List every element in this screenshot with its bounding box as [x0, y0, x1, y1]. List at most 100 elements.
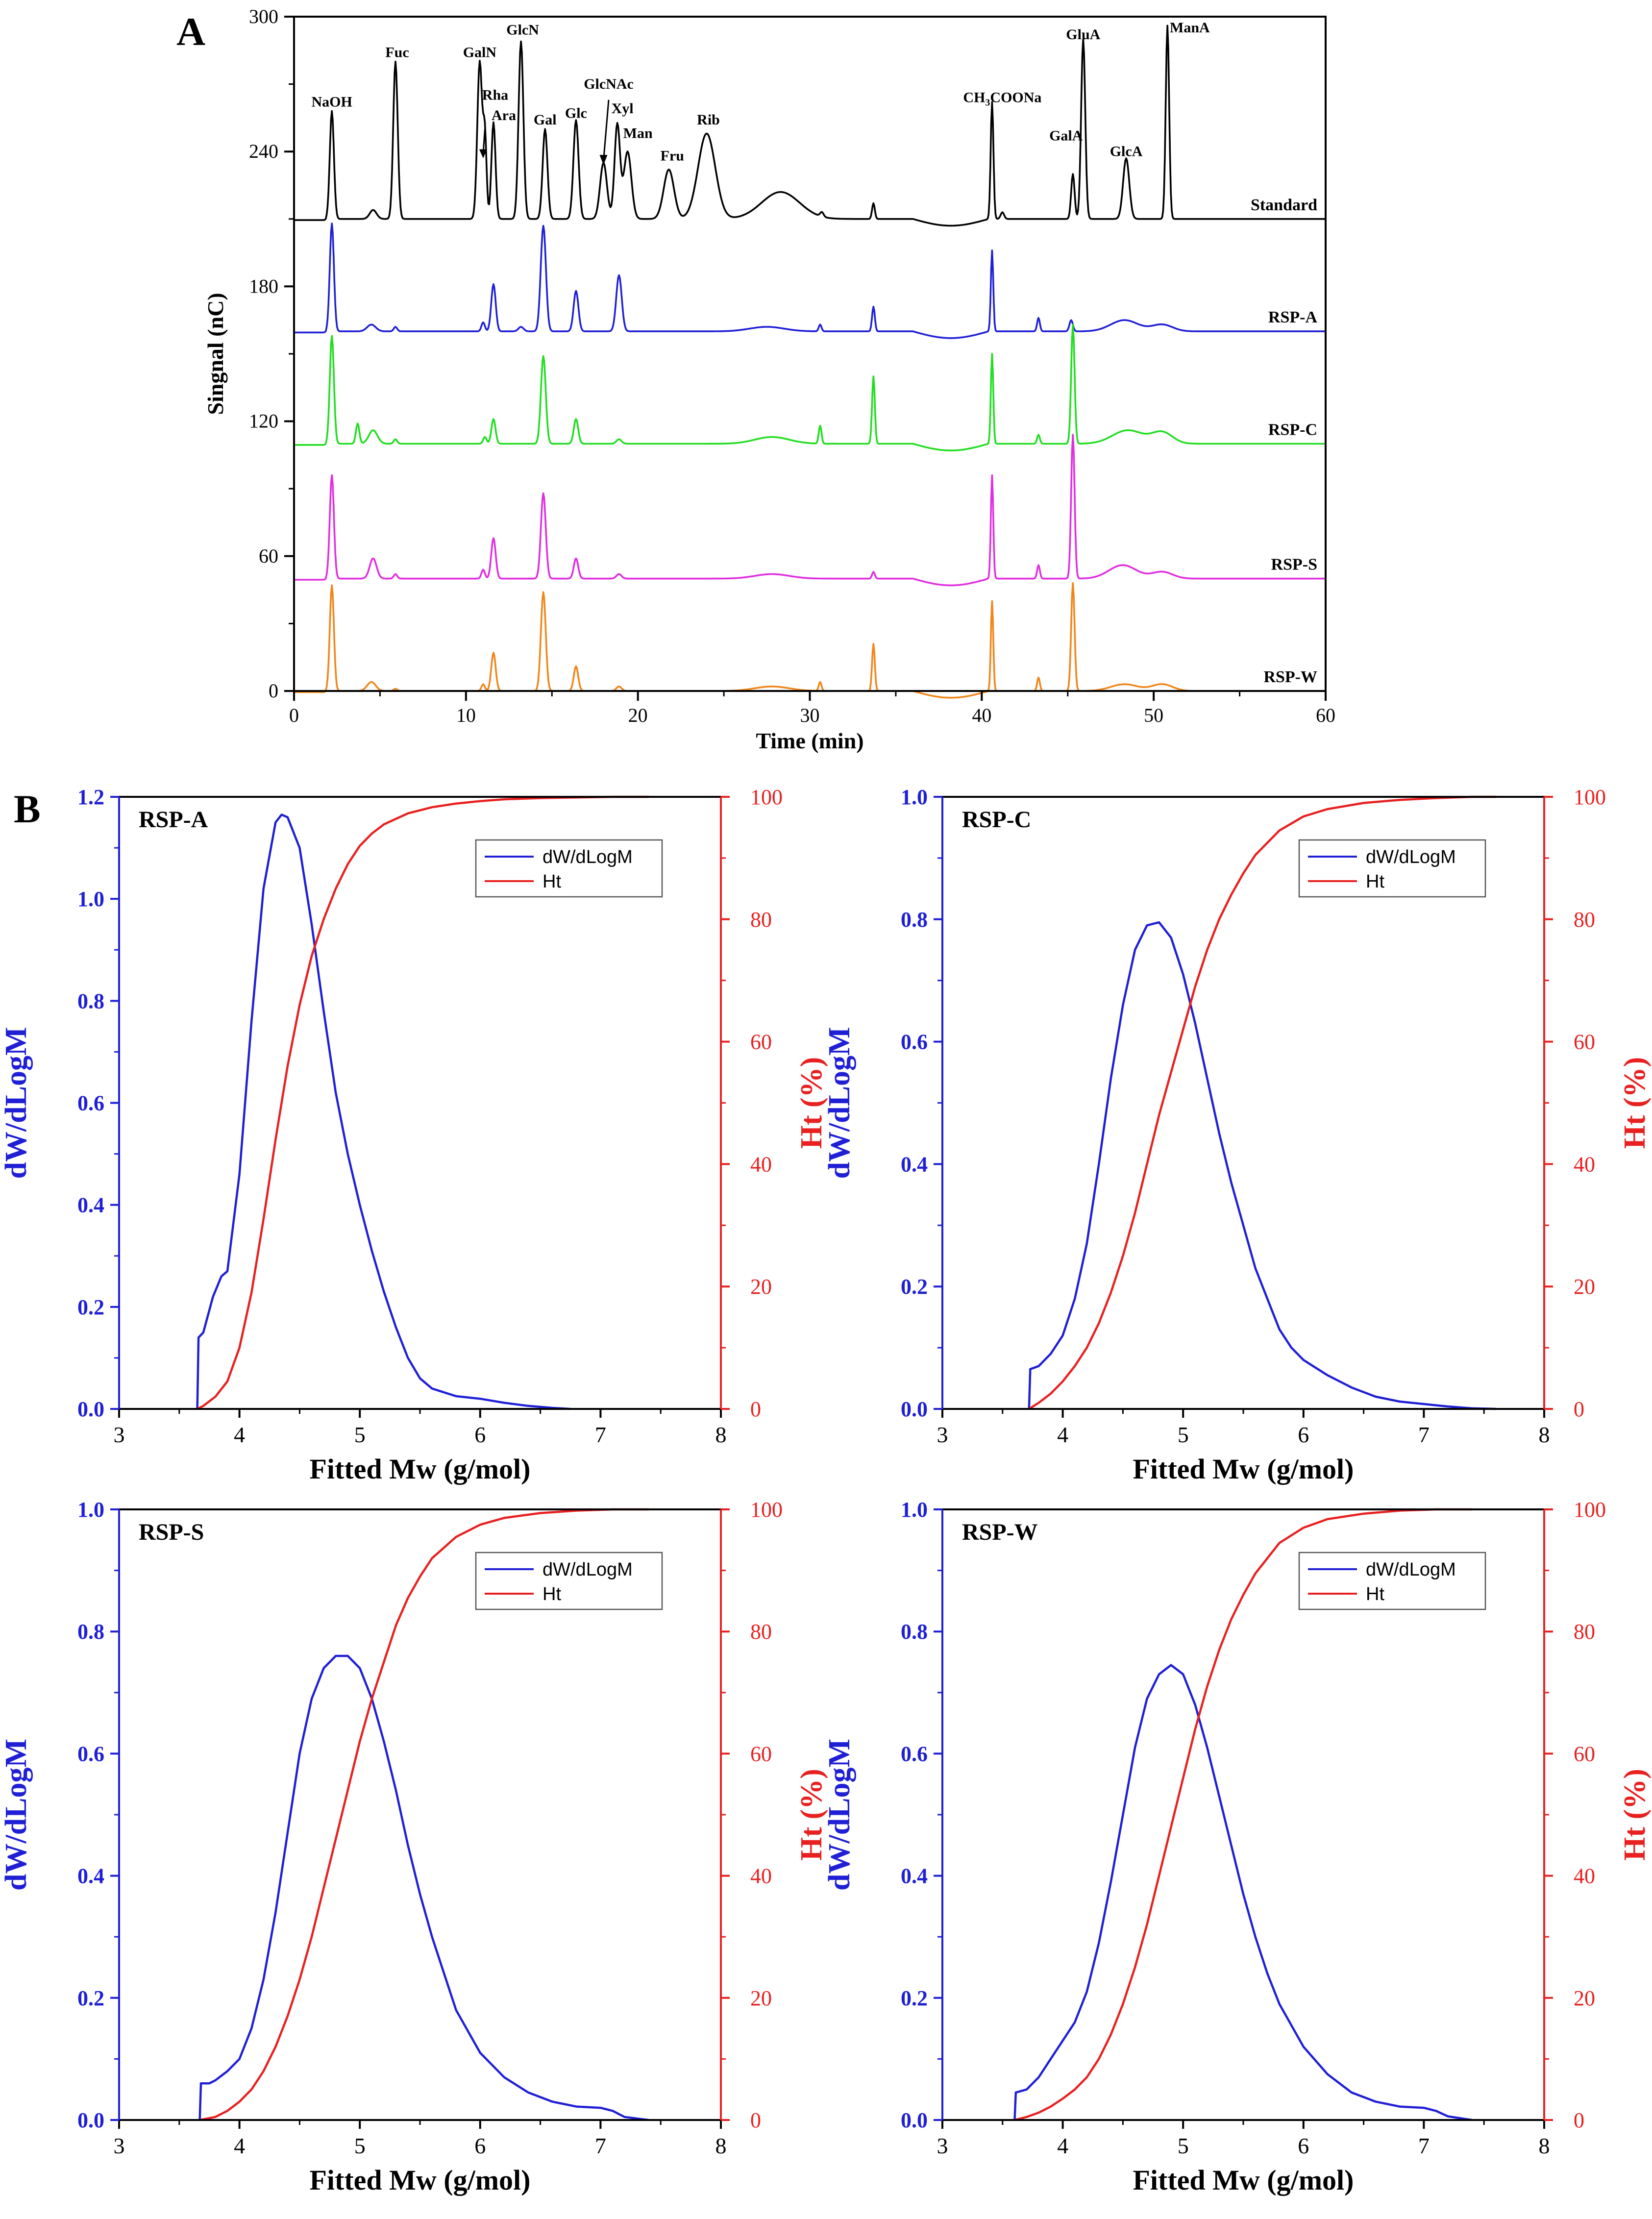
annotation-arrowhead [479, 149, 487, 158]
y-tick-label: 0.4 [901, 1152, 928, 1176]
sample-label: RSP-C [962, 807, 1031, 833]
x-tick-label: 40 [972, 704, 991, 726]
y2-tick-label: 60 [750, 1742, 772, 1766]
y-tick-label: 1.0 [901, 1498, 928, 1522]
legend-label: Ht [1366, 1584, 1384, 1604]
sample-label: RSP-W [962, 1519, 1038, 1545]
x-tick-label: 3 [937, 1422, 948, 1447]
y-axis-title: dW/dLogM [823, 1739, 856, 1891]
mw-panel-rsp-w: 3 4 5 6 7 8 Fitted Mw (g/mol) 0.0 0.2 0.4 0.6 0.8 1.… [823, 1498, 1652, 2196]
legend-label: dW/dLogM [542, 1559, 633, 1580]
x-axis-title: Fitted Mw (g/mol) [1133, 2164, 1354, 2196]
x-tick-label: 6 [474, 2133, 486, 2158]
peak-annotation: GalN [463, 45, 497, 61]
peak-annotation: GluA [1066, 26, 1100, 43]
x-tick-label: 4 [1057, 1422, 1068, 1447]
series-line-standard [294, 25, 1326, 227]
x-tick-label: 5 [1178, 2133, 1189, 2158]
x-tick-label: 3 [114, 1422, 125, 1447]
x-tick-label: 4 [1057, 2133, 1068, 2158]
series-label: RSP-S [1271, 556, 1317, 574]
x-tick-label: 5 [1178, 1422, 1189, 1447]
sample-label: RSP-A [139, 807, 208, 833]
y2-tick-label: 20 [1574, 1986, 1595, 2010]
y-axis-title: Singnal (nC) [203, 293, 228, 415]
y2-tick-label: 40 [750, 1152, 772, 1176]
x-tick-label: 5 [354, 1422, 366, 1447]
legend-label: Ht [542, 871, 561, 892]
y-tick-label: 0.6 [901, 1742, 928, 1766]
y2-tick-label: 80 [750, 908, 772, 932]
y-axis-title: dW/dLogM [823, 1027, 856, 1179]
y2-axis-title: Ht (%) [1618, 1769, 1652, 1861]
x-tick-label: 50 [1144, 704, 1163, 726]
series-line-rsp-a [294, 222, 1326, 339]
y-tick-label: 0 [269, 680, 278, 702]
peak-annotation: Ara [492, 107, 516, 123]
y-tick-label: 0.4 [77, 1864, 104, 1888]
panel-label-b: B [14, 787, 41, 831]
x-tick-label: 0 [289, 704, 299, 726]
y-tick-label: 0.2 [77, 1986, 104, 2010]
x-tick-label: 6 [1298, 1422, 1309, 1447]
y2-tick-label: 100 [750, 1498, 783, 1522]
y2-tick-label: 0 [1574, 1397, 1584, 1421]
x-tick-label: 6 [474, 1422, 486, 1447]
x-tick-label: 20 [628, 704, 648, 726]
panel-label-a: A [176, 9, 205, 54]
x-tick-label: 3 [114, 2133, 125, 2158]
y2-tick-label: 40 [750, 1864, 772, 1888]
series-line-rsp-s [294, 434, 1326, 587]
y2-tick-label: 100 [750, 785, 783, 809]
y-tick-label: 300 [249, 5, 278, 27]
x-axis-title: Time (min) [756, 728, 863, 753]
x-axis-title: Fitted Mw (g/mol) [310, 2164, 531, 2196]
y-tick-label: 0.8 [77, 1620, 104, 1644]
peak-annotation: Man [623, 125, 653, 142]
y-tick-label: 0.8 [901, 1620, 928, 1644]
y2-tick-label: 60 [1574, 1742, 1595, 1766]
y2-axis-title: Ht (%) [795, 1769, 828, 1861]
y-tick-label: 1.0 [901, 785, 928, 809]
ht-line [197, 795, 649, 1410]
mw-panel-rsp-a: 3 4 5 6 7 8 Fitted Mw (g/mol) 0.0 0.2 0.4 0.6 0.8 1.… [0, 785, 828, 1485]
legend-box [475, 839, 663, 898]
legend-label: Ht [1366, 871, 1384, 892]
dw-dlogm-line [196, 814, 571, 1410]
y2-tick-label: 80 [1574, 1620, 1595, 1644]
y-tick-label: 0.0 [77, 2108, 104, 2132]
x-tick-label: 7 [1418, 1422, 1430, 1447]
peak-annotation: NaOH [312, 94, 352, 110]
x-tick-label: 30 [800, 704, 820, 726]
y-axis-title: dW/dLogM [0, 1027, 33, 1179]
legend-label: dW/dLogM [1366, 1559, 1456, 1580]
x-axis-title: Fitted Mw (g/mol) [310, 1453, 531, 1485]
peak-annotation: GlcN [506, 22, 539, 38]
y-tick-label: 0.4 [77, 1193, 104, 1217]
peak-annotation: ManA [1170, 20, 1210, 36]
series-label: RSP-W [1263, 668, 1317, 686]
x-tick-label: 8 [1539, 2133, 1550, 2158]
y2-tick-label: 60 [1574, 1030, 1595, 1054]
y2-tick-label: 100 [1574, 785, 1606, 809]
y2-tick-label: 40 [1574, 1152, 1595, 1176]
y-tick-label: 1.0 [77, 1498, 104, 1522]
x-tick-label: 6 [1298, 2133, 1309, 2158]
annotation-arrow [603, 99, 610, 161]
y-tick-label: 60 [259, 545, 278, 567]
series-label: RSP-A [1268, 308, 1318, 326]
x-tick-label: 60 [1316, 704, 1335, 726]
y2-tick-label: 80 [750, 1620, 772, 1644]
peak-annotation: GalA [1049, 127, 1083, 144]
y-tick-label: 0.2 [901, 1275, 928, 1299]
peak-annotation: GlcNAc [584, 76, 634, 92]
ht-line [1028, 795, 1496, 1410]
mw-panel-rsp-c: 3 4 5 6 7 8 Fitted Mw (g/mol) 0.0 0.2 0.4 0.6 0.8 1.… [823, 785, 1652, 1485]
peak-annotation: Fuc [385, 45, 409, 61]
chromatogram-panel: Standard RSP-A RSP-C RSP-S RSP-W NaOH Fuc GalN G… [203, 5, 1335, 753]
peak-annotation: GlcA [1110, 143, 1143, 159]
y-tick-label: 120 [249, 410, 278, 432]
peak-annotation: CH3COONa [963, 89, 1041, 108]
x-axis-title: Fitted Mw (g/mol) [1133, 1453, 1354, 1485]
